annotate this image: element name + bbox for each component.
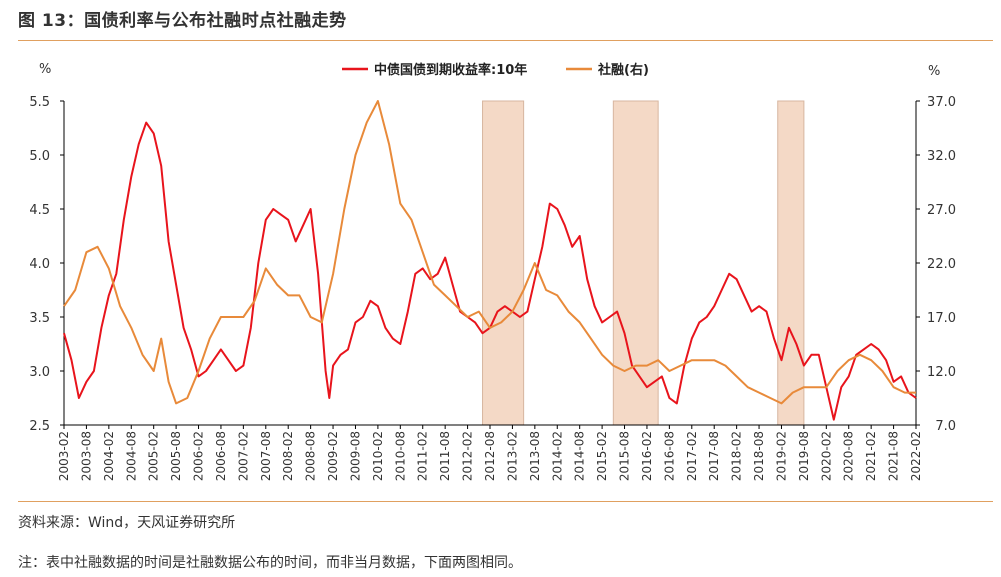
x-tick-label: 2011-02 <box>416 431 430 481</box>
left-tick-label: 5.5 <box>29 95 50 110</box>
x-tick-label: 2005-02 <box>147 431 161 481</box>
x-tick-label: 2009-08 <box>348 431 362 481</box>
x-tick-label: 2009-02 <box>326 431 340 481</box>
x-tick-label: 2004-08 <box>124 431 138 481</box>
x-tick-label: 2019-08 <box>797 431 811 481</box>
figure-title: 图 13：国债利率与公布社融时点社融走势 <box>18 11 347 31</box>
x-tick-label: 2013-08 <box>528 431 542 481</box>
right-tick-label: 37.0 <box>927 95 956 110</box>
x-tick-label: 2019-02 <box>774 431 788 481</box>
left-tick-label: 4.0 <box>29 257 50 272</box>
x-tick-label: 2018-08 <box>752 431 766 481</box>
x-tick-label: 2003-02 <box>57 431 71 481</box>
x-tick-label: 2022-02 <box>909 431 923 481</box>
top-rule <box>18 40 993 41</box>
right-tick-label: 27.0 <box>927 203 956 218</box>
x-tick-label: 2016-02 <box>640 431 654 481</box>
x-tick-label: 2017-02 <box>685 431 699 481</box>
x-tick-label: 2013-02 <box>505 431 519 481</box>
x-tick-label: 2018-02 <box>730 431 744 481</box>
legend-bond-label: 中债国债到期收益率:10年 <box>374 62 527 78</box>
shaded-period <box>612 100 659 426</box>
x-tick-label: 2003-08 <box>79 431 93 481</box>
shaded-periods <box>482 100 805 426</box>
x-tick-label: 2020-08 <box>842 431 856 481</box>
x-tick-label: 2015-02 <box>595 431 609 481</box>
x-tick-label: 2014-02 <box>550 431 564 481</box>
right-tick-label: 7.0 <box>935 419 956 434</box>
bond-yield-line <box>63 121 917 421</box>
left-axis-unit: % <box>39 62 52 77</box>
chart-lines <box>63 100 917 421</box>
x-tick-label: 2017-08 <box>707 431 721 481</box>
left-tick-label: 3.5 <box>29 311 50 326</box>
x-tick-label: 2006-02 <box>192 431 206 481</box>
x-tick-label: 2012-02 <box>461 431 475 481</box>
right-axis-unit: % <box>928 64 941 79</box>
right-tick-label: 22.0 <box>927 257 956 272</box>
x-tick-label: 2016-08 <box>662 431 676 481</box>
x-tick-label: 2015-08 <box>618 431 632 481</box>
left-tick-label: 2.5 <box>29 419 50 434</box>
bottom-rule <box>18 501 993 502</box>
right-tick-label: 32.0 <box>927 149 956 164</box>
shaded-period <box>482 100 525 426</box>
x-tick-label: 2021-02 <box>864 431 878 481</box>
x-tick-label: 2005-08 <box>169 431 183 481</box>
x-tick-label: 2021-08 <box>887 431 901 481</box>
left-tick-label: 4.5 <box>29 203 50 218</box>
x-tick-label: 2007-08 <box>259 431 273 481</box>
line-chart: 5.5 5.0 4.5 4.0 3.5 3.0 2.5 37.0 32.0 27.0 22.0 17.… <box>29 62 956 481</box>
chart-legend: 中债国债到期收益率:10年 社融(右) <box>342 62 649 78</box>
footnote: 注：表中社融数据的时间是社融数据公布的时间，而非当月数据，下面两图相同。 <box>18 555 522 571</box>
left-tick-label: 5.0 <box>29 149 50 164</box>
x-tick-label: 2010-02 <box>371 431 385 481</box>
x-tick-label: 2012-08 <box>483 431 497 481</box>
x-tick-label: 2008-02 <box>281 431 295 481</box>
tsf-line <box>63 100 916 405</box>
x-tick-label: 2010-08 <box>393 431 407 481</box>
x-tick-label: 2007-02 <box>236 431 250 481</box>
x-tick-label: 2006-08 <box>214 431 228 481</box>
x-tick-label: 2020-02 <box>819 431 833 481</box>
legend-tsf-label: 社融(右) <box>597 62 649 78</box>
x-tick-label: 2014-08 <box>573 431 587 481</box>
shaded-period <box>777 100 805 426</box>
chart-axes: 5.5 5.0 4.5 4.0 3.5 3.0 2.5 37.0 32.0 27.0 22.0 17.… <box>29 95 956 481</box>
right-tick-label: 12.0 <box>927 365 956 380</box>
x-tick-label: 2004-02 <box>102 431 116 481</box>
source-note: 资料来源：Wind，天风证券研究所 <box>18 515 236 531</box>
right-tick-label: 17.0 <box>927 311 956 326</box>
x-tick-label: 2011-08 <box>438 431 452 481</box>
x-tick-label: 2008-08 <box>304 431 318 481</box>
left-tick-label: 3.0 <box>29 365 50 380</box>
